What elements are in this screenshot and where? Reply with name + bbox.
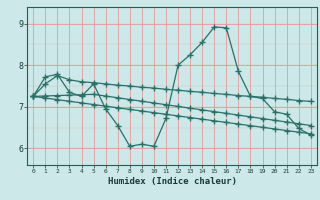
X-axis label: Humidex (Indice chaleur): Humidex (Indice chaleur) xyxy=(108,177,236,186)
